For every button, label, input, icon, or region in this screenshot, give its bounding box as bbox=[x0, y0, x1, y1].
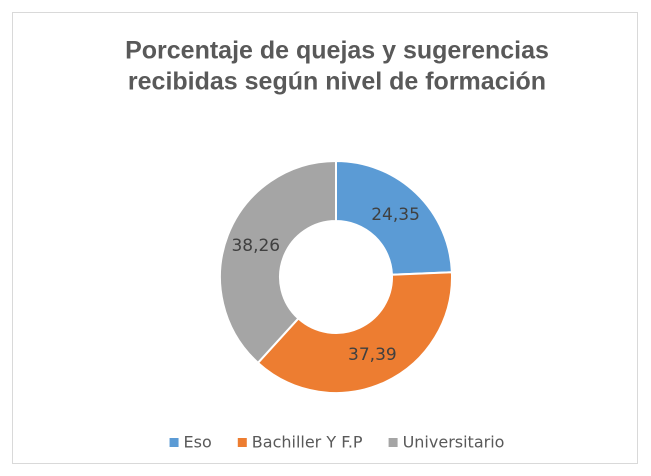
legend-label: Bachiller Y F.P bbox=[252, 433, 363, 452]
legend-label: Eso bbox=[184, 433, 212, 452]
legend-swatch bbox=[388, 438, 398, 447]
chart-title: recibidas según nivel de formación bbox=[128, 68, 546, 96]
donut-slice bbox=[335, 159, 453, 276]
donut-slice bbox=[219, 159, 337, 365]
data-label: 24,35 bbox=[371, 205, 420, 225]
data-label: 37,39 bbox=[348, 345, 397, 365]
legend-label: Universitario bbox=[403, 433, 505, 452]
legend-swatch bbox=[169, 438, 179, 447]
chart-title: Porcentaje de quejas y sugerencias bbox=[125, 37, 549, 65]
data-label: 38,26 bbox=[231, 236, 280, 256]
donut-slice bbox=[256, 271, 453, 394]
legend-swatch bbox=[237, 438, 247, 447]
